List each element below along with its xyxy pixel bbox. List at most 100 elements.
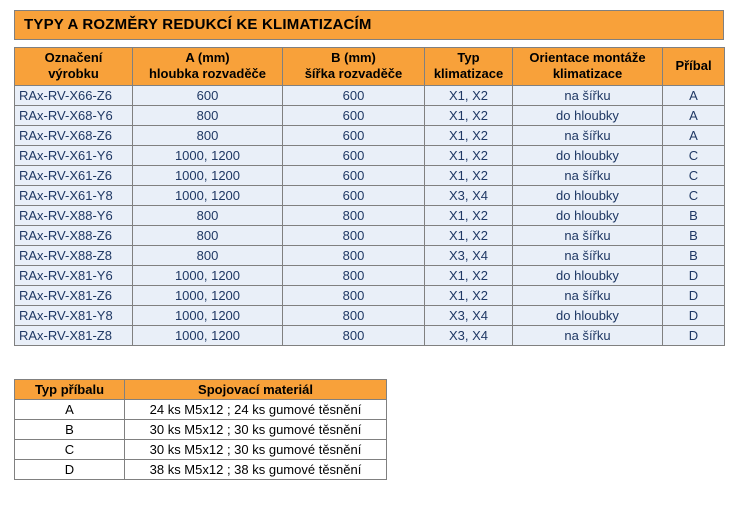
pribal-cell: B — [662, 224, 725, 246]
dim-b-cell: 800 — [282, 284, 425, 306]
product-code-cell: RAx-RV-X81-Y6 — [14, 264, 133, 286]
page: TYPY A ROZMĚRY REDUKCÍ KE KLIMATIZACÍM O… — [14, 10, 725, 480]
product-code-cell: RAx-RV-X88-Z6 — [14, 224, 133, 246]
ac-type-cell: X3, X4 — [424, 244, 513, 266]
table-row: RAx-RV-X81-Z6 1000, 1200 800 X1, X2 na š… — [14, 284, 725, 306]
table-row: RAx-RV-X88-Z8 800 800 X3, X4 na šířku B — [14, 244, 725, 266]
orientation-cell: do hloubky — [512, 204, 663, 226]
header-row: Označení výrobku A (mm) hloubka rozvaděč… — [14, 47, 725, 86]
dim-b-cell: 800 — [282, 264, 425, 286]
dim-b-cell: 600 — [282, 84, 425, 106]
ac-type-cell: X1, X2 — [424, 164, 513, 186]
page-title: TYPY A ROZMĚRY REDUKCÍ KE KLIMATIZACÍM — [14, 10, 724, 40]
dim-a-cell: 1000, 1200 — [132, 144, 283, 166]
pribal-type-cell: D — [14, 458, 125, 480]
table-row: RAx-RV-X61-Y8 1000, 1200 600 X3, X4 do h… — [14, 184, 725, 206]
dim-b-cell: 600 — [282, 104, 425, 126]
table-row: D 38 ks M5x12 ; 38 ks gumové těsnění — [14, 458, 387, 480]
table-row: RAx-RV-X61-Z6 1000, 1200 600 X1, X2 na š… — [14, 164, 725, 186]
acc-table-body: A 24 ks M5x12 ; 24 ks gumové těsnění B 3… — [14, 398, 387, 480]
orientation-cell: do hloubky — [512, 104, 663, 126]
col-header-product-code: Označení výrobku — [14, 47, 133, 86]
reduction-types-table: Označení výrobku A (mm) hloubka rozvaděč… — [14, 47, 725, 346]
product-code-cell: RAx-RV-X68-Z6 — [14, 124, 133, 146]
orientation-cell: do hloubky — [512, 144, 663, 166]
table-row: A 24 ks M5x12 ; 24 ks gumové těsnění — [14, 398, 387, 420]
pribal-cell: D — [662, 304, 725, 326]
orientation-cell: na šířku — [512, 124, 663, 146]
dim-a-cell: 800 — [132, 124, 283, 146]
dim-b-cell: 600 — [282, 124, 425, 146]
table-row: RAx-RV-X68-Z6 800 600 X1, X2 na šířku A — [14, 124, 725, 146]
dim-b-cell: 600 — [282, 144, 425, 166]
orientation-cell: na šířku — [512, 244, 663, 266]
table-row: C 30 ks M5x12 ; 30 ks gumové těsnění — [14, 438, 387, 460]
col-header-orientation: Orientace montáže klimatizace — [512, 47, 663, 86]
orientation-cell: na šířku — [512, 84, 663, 106]
ac-type-cell: X1, X2 — [424, 104, 513, 126]
product-code-cell: RAx-RV-X68-Y6 — [14, 104, 133, 126]
table-row: RAx-RV-X88-Z6 800 800 X1, X2 na šířku B — [14, 224, 725, 246]
orientation-cell: do hloubky — [512, 184, 663, 206]
ac-type-cell: X3, X4 — [424, 304, 513, 326]
col-header-pribal-type: Typ příbalu — [14, 378, 125, 400]
table-row: RAx-RV-X81-Y8 1000, 1200 800 X3, X4 do h… — [14, 304, 725, 326]
ac-type-cell: X1, X2 — [424, 204, 513, 226]
product-code-cell: RAx-RV-X61-Z6 — [14, 164, 133, 186]
main-table-body: RAx-RV-X66-Z6 600 600 X1, X2 na šířku A … — [14, 84, 725, 346]
col-header-width-b: B (mm) šířka rozvaděče — [282, 47, 425, 86]
dim-a-cell: 1000, 1200 — [132, 264, 283, 286]
dim-a-cell: 800 — [132, 104, 283, 126]
dim-a-cell: 1000, 1200 — [132, 324, 283, 346]
dim-a-cell: 800 — [132, 204, 283, 226]
dim-a-cell: 1000, 1200 — [132, 164, 283, 186]
pribal-type-cell: C — [14, 438, 125, 460]
product-code-cell: RAx-RV-X81-Z8 — [14, 324, 133, 346]
dim-a-cell: 1000, 1200 — [132, 184, 283, 206]
product-code-cell: RAx-RV-X66-Z6 — [14, 84, 133, 106]
pribal-cell: D — [662, 324, 725, 346]
table-row: RAx-RV-X88-Y6 800 800 X1, X2 do hloubky … — [14, 204, 725, 226]
pribal-cell: A — [662, 104, 725, 126]
pribal-cell: A — [662, 124, 725, 146]
dim-b-cell: 800 — [282, 244, 425, 266]
dim-b-cell: 800 — [282, 304, 425, 326]
table-row: RAx-RV-X81-Z8 1000, 1200 800 X3, X4 na š… — [14, 324, 725, 346]
pribal-cell: D — [662, 264, 725, 286]
product-code-cell: RAx-RV-X61-Y8 — [14, 184, 133, 206]
col-header-fastening-material: Spojovací materiál — [124, 378, 387, 400]
table-row: B 30 ks M5x12 ; 30 ks gumové těsnění — [14, 418, 387, 440]
dim-a-cell: 1000, 1200 — [132, 284, 283, 306]
pribal-type-cell: B — [14, 418, 125, 440]
ac-type-cell: X3, X4 — [424, 184, 513, 206]
ac-type-cell: X3, X4 — [424, 324, 513, 346]
ac-type-cell: X1, X2 — [424, 144, 513, 166]
ac-type-cell: X1, X2 — [424, 264, 513, 286]
dim-b-cell: 800 — [282, 204, 425, 226]
dim-a-cell: 1000, 1200 — [132, 304, 283, 326]
orientation-cell: do hloubky — [512, 304, 663, 326]
pribal-cell: C — [662, 144, 725, 166]
dim-a-cell: 800 — [132, 224, 283, 246]
pribal-cell: B — [662, 204, 725, 226]
col-header-pribal: Příbal — [662, 47, 725, 86]
dim-b-cell: 800 — [282, 324, 425, 346]
fastening-material-cell: 30 ks M5x12 ; 30 ks gumové těsnění — [124, 418, 387, 440]
orientation-cell: do hloubky — [512, 264, 663, 286]
dim-a-cell: 800 — [132, 244, 283, 266]
ac-type-cell: X1, X2 — [424, 224, 513, 246]
orientation-cell: na šířku — [512, 324, 663, 346]
fastening-material-cell: 30 ks M5x12 ; 30 ks gumové těsnění — [124, 438, 387, 460]
product-code-cell: RAx-RV-X81-Y8 — [14, 304, 133, 326]
orientation-cell: na šířku — [512, 284, 663, 306]
dim-b-cell: 600 — [282, 164, 425, 186]
dim-b-cell: 800 — [282, 224, 425, 246]
orientation-cell: na šířku — [512, 224, 663, 246]
ac-type-cell: X1, X2 — [424, 84, 513, 106]
pribal-cell: D — [662, 284, 725, 306]
table-row: RAx-RV-X61-Y6 1000, 1200 600 X1, X2 do h… — [14, 144, 725, 166]
product-code-cell: RAx-RV-X81-Z6 — [14, 284, 133, 306]
pribal-cell: C — [662, 164, 725, 186]
dim-b-cell: 600 — [282, 184, 425, 206]
accessory-kit-table: Typ příbalu Spojovací materiál A 24 ks M… — [14, 378, 387, 480]
